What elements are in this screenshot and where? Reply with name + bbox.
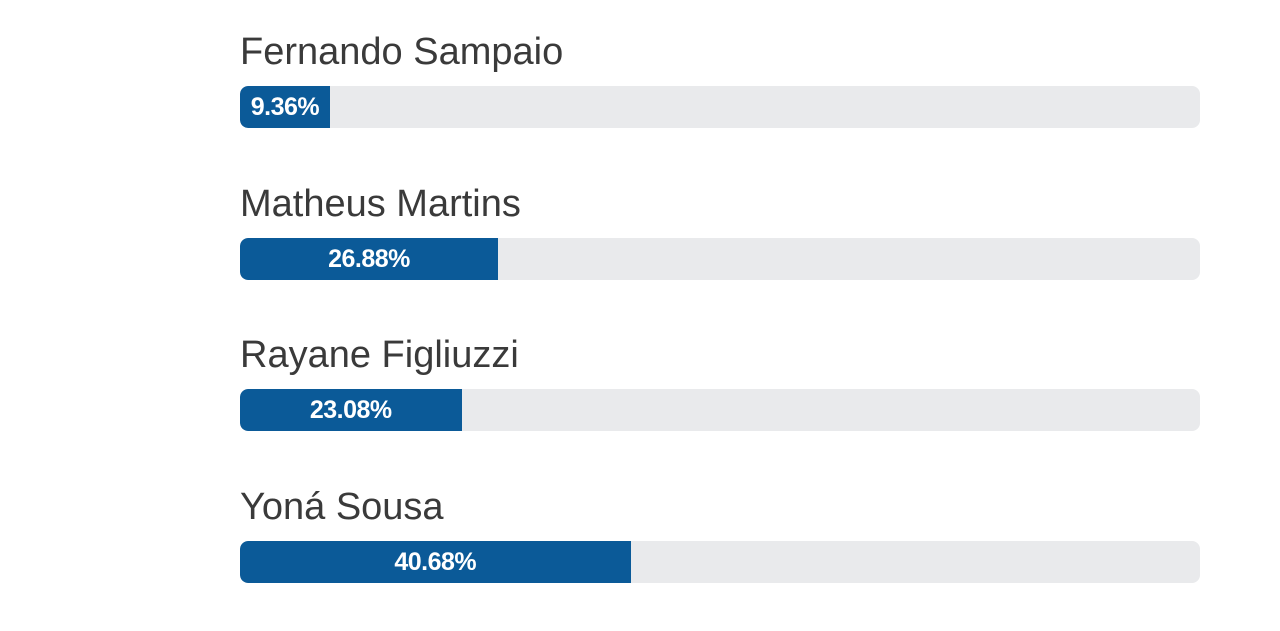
result-bar-track: 9.36% bbox=[240, 86, 1200, 128]
option-name: Rayane Figliuzzi bbox=[240, 334, 519, 376]
poll-option[interactable]: Matheus Martins 26.88% bbox=[240, 152, 1200, 282]
result-bar-fill: 9.36% bbox=[240, 86, 330, 128]
poll-option[interactable]: Rayane Figliuzzi 23.08% bbox=[240, 303, 1200, 433]
result-bar-fill: 26.88% bbox=[240, 238, 499, 280]
option-name: Matheus Martins bbox=[240, 183, 521, 225]
poll-option[interactable]: Fernando Sampaio 9.36% bbox=[240, 0, 1200, 130]
result-bar-fill: 23.08% bbox=[240, 389, 462, 431]
poll-option[interactable]: Yoná Sousa 40.68% bbox=[240, 455, 1200, 585]
option-name: Fernando Sampaio bbox=[240, 31, 564, 73]
result-bar-track: 23.08% bbox=[240, 389, 1200, 431]
result-bar-track: 26.88% bbox=[240, 238, 1200, 280]
percent-label: 9.36% bbox=[250, 92, 320, 121]
percent-label: 23.08% bbox=[309, 395, 392, 424]
option-name: Yoná Sousa bbox=[240, 486, 444, 528]
percent-label: 26.88% bbox=[328, 244, 410, 273]
result-bar-track: 40.68% bbox=[240, 541, 1200, 583]
percent-label: 40.68% bbox=[394, 547, 477, 576]
result-bar-fill: 40.68% bbox=[240, 541, 631, 583]
